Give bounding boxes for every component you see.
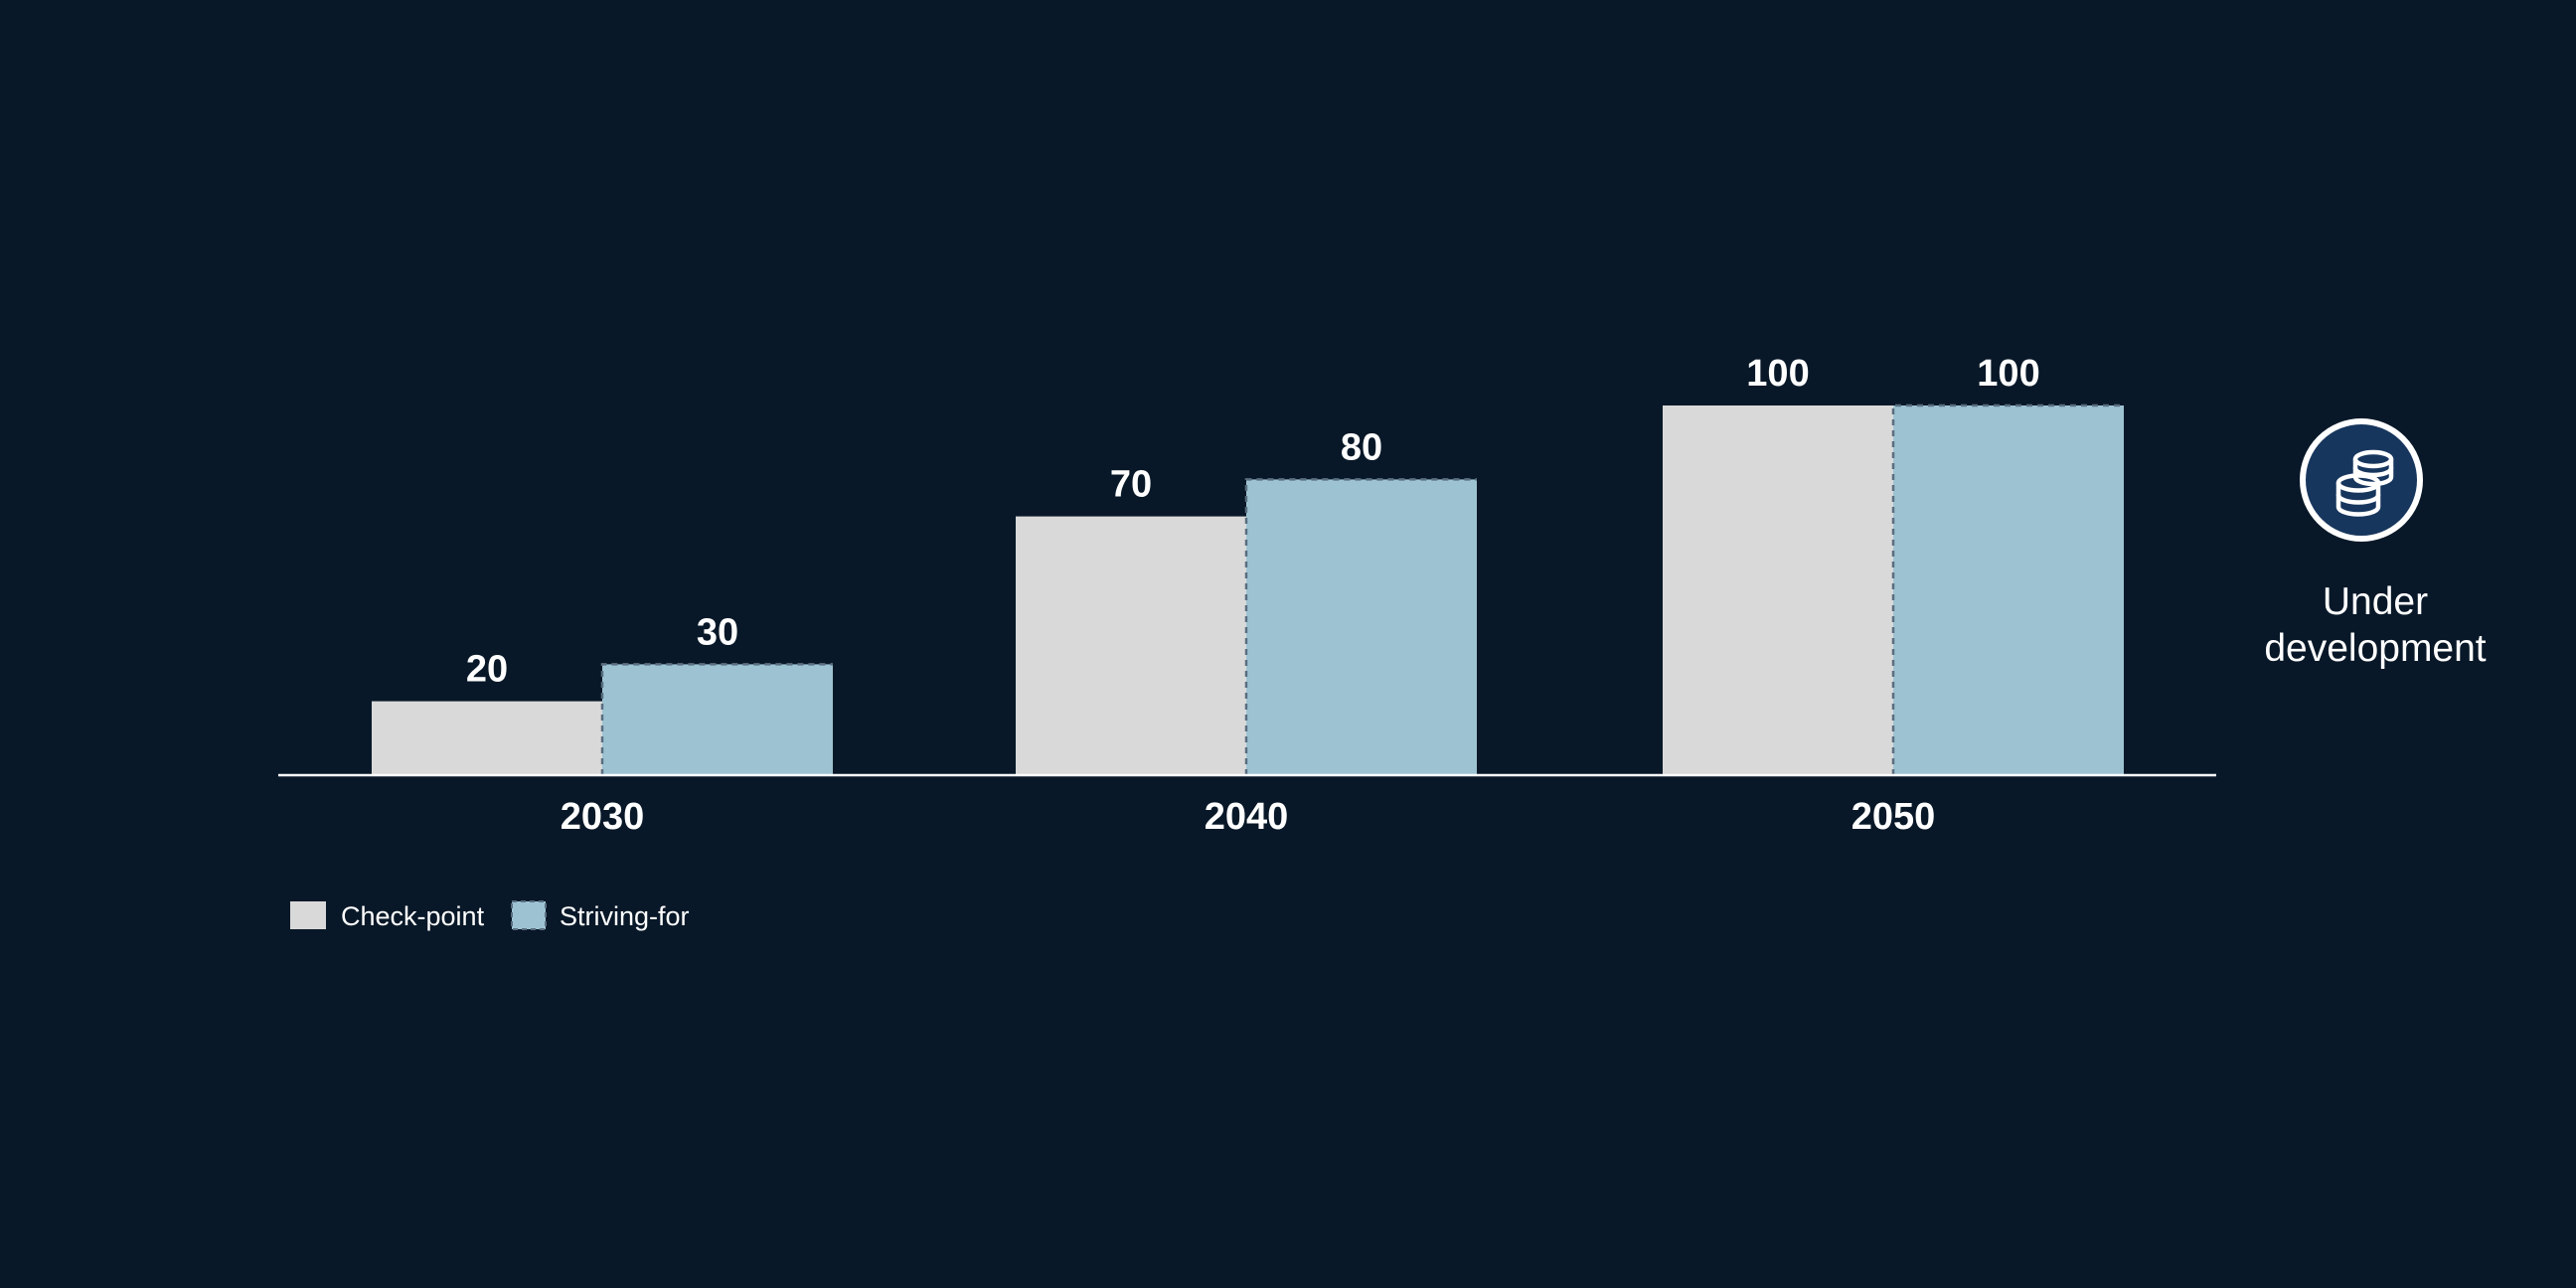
category-label-2030: 2030 — [561, 796, 645, 838]
bar-outline-striving-for-2050 — [1891, 403, 2124, 775]
bar-check-point-2030 — [372, 701, 602, 775]
value-label-striving-for-2050: 100 — [1977, 353, 2039, 395]
side-note: Under development — [2264, 418, 2487, 670]
category-label-2050: 2050 — [1852, 796, 1936, 838]
value-label-check-point-2050: 100 — [1746, 353, 1809, 395]
bar-striving-for-2040 — [1246, 479, 1477, 775]
value-label-striving-for-2040: 80 — [1341, 426, 1382, 468]
bar-outline-striving-for-2040 — [1244, 478, 1477, 775]
bars-group — [372, 403, 2124, 775]
value-label-check-point-2030: 20 — [466, 649, 508, 691]
bar-check-point-2040 — [1016, 516, 1246, 775]
side-note-line1: Under — [2323, 580, 2428, 623]
category-labels-group: 2030 2040 2050 — [561, 796, 1936, 838]
value-label-check-point-2040: 70 — [1110, 464, 1152, 506]
bar-outline-striving-for-2030 — [600, 663, 833, 775]
side-note-line2: development — [2264, 627, 2486, 670]
bar-striving-for-2050 — [1893, 405, 2124, 775]
bar-check-point-2050 — [1663, 405, 1893, 775]
legend: Check-point Striving-for — [290, 900, 690, 931]
legend-label-check-point: Check-point — [341, 901, 485, 931]
legend-label-striving-for: Striving-for — [560, 901, 690, 931]
legend-swatch-check-point — [290, 901, 326, 929]
category-label-2040: 2040 — [1205, 796, 1289, 838]
bar-striving-for-2030 — [602, 664, 833, 775]
value-label-striving-for-2030: 30 — [697, 611, 738, 653]
legend-swatch-striving-for — [511, 900, 547, 930]
coins-stack-icon — [2300, 418, 2423, 542]
value-labels-group: 20 30 70 80 100 100 — [466, 353, 2040, 691]
